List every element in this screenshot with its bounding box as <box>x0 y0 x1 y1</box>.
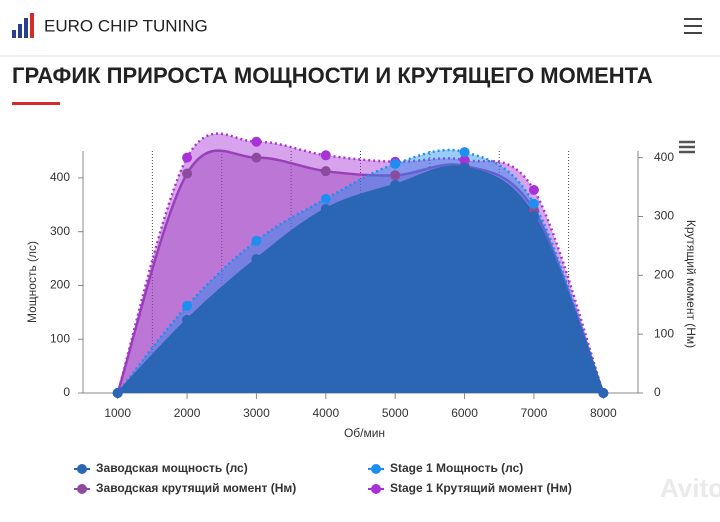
data-point <box>182 168 193 179</box>
x-tick-label: 7000 <box>521 406 548 420</box>
legend-marker <box>371 464 381 474</box>
data-point <box>528 185 539 196</box>
data-point <box>320 166 331 177</box>
menu-button[interactable] <box>684 18 702 34</box>
brand: EURO CHIP TUNING <box>44 16 208 35</box>
data-point <box>459 147 470 158</box>
data-point <box>459 155 470 166</box>
data-point <box>251 235 262 246</box>
y-tick-label: 300 <box>50 224 70 238</box>
legend-item[interactable]: Stage 1 Крутящий момент (Нм) <box>368 481 572 495</box>
data-point <box>459 162 470 173</box>
series-line <box>116 148 605 394</box>
y-tick-label: 0 <box>63 385 70 399</box>
data-point <box>390 170 401 181</box>
x-axis-title: Об/мин <box>344 426 385 440</box>
x-tick-label: 3000 <box>243 406 270 420</box>
data-point <box>182 314 193 325</box>
legend-label: Stage 1 Крутящий момент (Нм) <box>390 481 572 495</box>
series-area <box>117 166 604 393</box>
data-point <box>251 254 262 265</box>
y2-tick-label: 0 <box>654 385 661 399</box>
data-point <box>390 158 401 169</box>
x-tick-label: 6000 <box>451 406 478 420</box>
y2-tick-label: 300 <box>654 209 674 223</box>
data-point <box>112 388 123 398</box>
y-tick-label: 100 <box>50 331 70 345</box>
data-point <box>251 152 262 163</box>
legend-item[interactable]: Stage 1 Мощность (лс) <box>368 461 523 475</box>
x-tick-label: 8000 <box>590 406 617 420</box>
y2-tick-label: 400 <box>654 150 674 164</box>
x-tick-label: 5000 <box>382 406 409 420</box>
x-tick-label: 2000 <box>174 406 201 420</box>
watermark: Avito <box>660 473 720 503</box>
data-point <box>320 204 331 215</box>
legend-item[interactable]: Заводская мощность (лс) <box>74 461 248 475</box>
data-point <box>320 193 331 204</box>
legend-marker <box>77 464 87 474</box>
legend-label: Заводская мощность (лс) <box>96 461 248 475</box>
legend-label: Stage 1 Мощность (лс) <box>390 461 523 475</box>
legend-marker <box>77 484 87 494</box>
y2-tick-label: 100 <box>654 326 674 340</box>
data-point <box>528 198 539 209</box>
title-underline <box>12 102 60 105</box>
y-tick-label: 200 <box>50 278 70 292</box>
data-point <box>251 136 262 147</box>
data-point <box>390 179 401 190</box>
legend-item[interactable]: Заводская крутящий момент (Нм) <box>74 481 296 495</box>
y-tick-label: 400 <box>50 170 70 184</box>
page-title: ГРАФИК ПРИРОСТА МОЩНОСТИ И КРУТЯЩЕГО МОМ… <box>12 63 653 88</box>
data-point <box>598 388 609 398</box>
logo <box>12 13 34 38</box>
y-axis-title: Мощность (лс) <box>25 241 39 323</box>
chart-menu[interactable] <box>679 140 695 154</box>
x-tick-label: 4000 <box>312 406 339 420</box>
y2-tick-label: 200 <box>654 267 674 281</box>
x-tick-label: 1000 <box>104 406 131 420</box>
data-point <box>182 152 193 163</box>
data-point <box>320 150 331 161</box>
legend-label: Заводская крутящий момент (Нм) <box>96 481 296 495</box>
legend-marker <box>371 484 381 494</box>
y2-axis-title: Крутящий момент (Нм) <box>684 220 698 348</box>
data-point <box>182 300 193 311</box>
data-point <box>528 211 539 222</box>
